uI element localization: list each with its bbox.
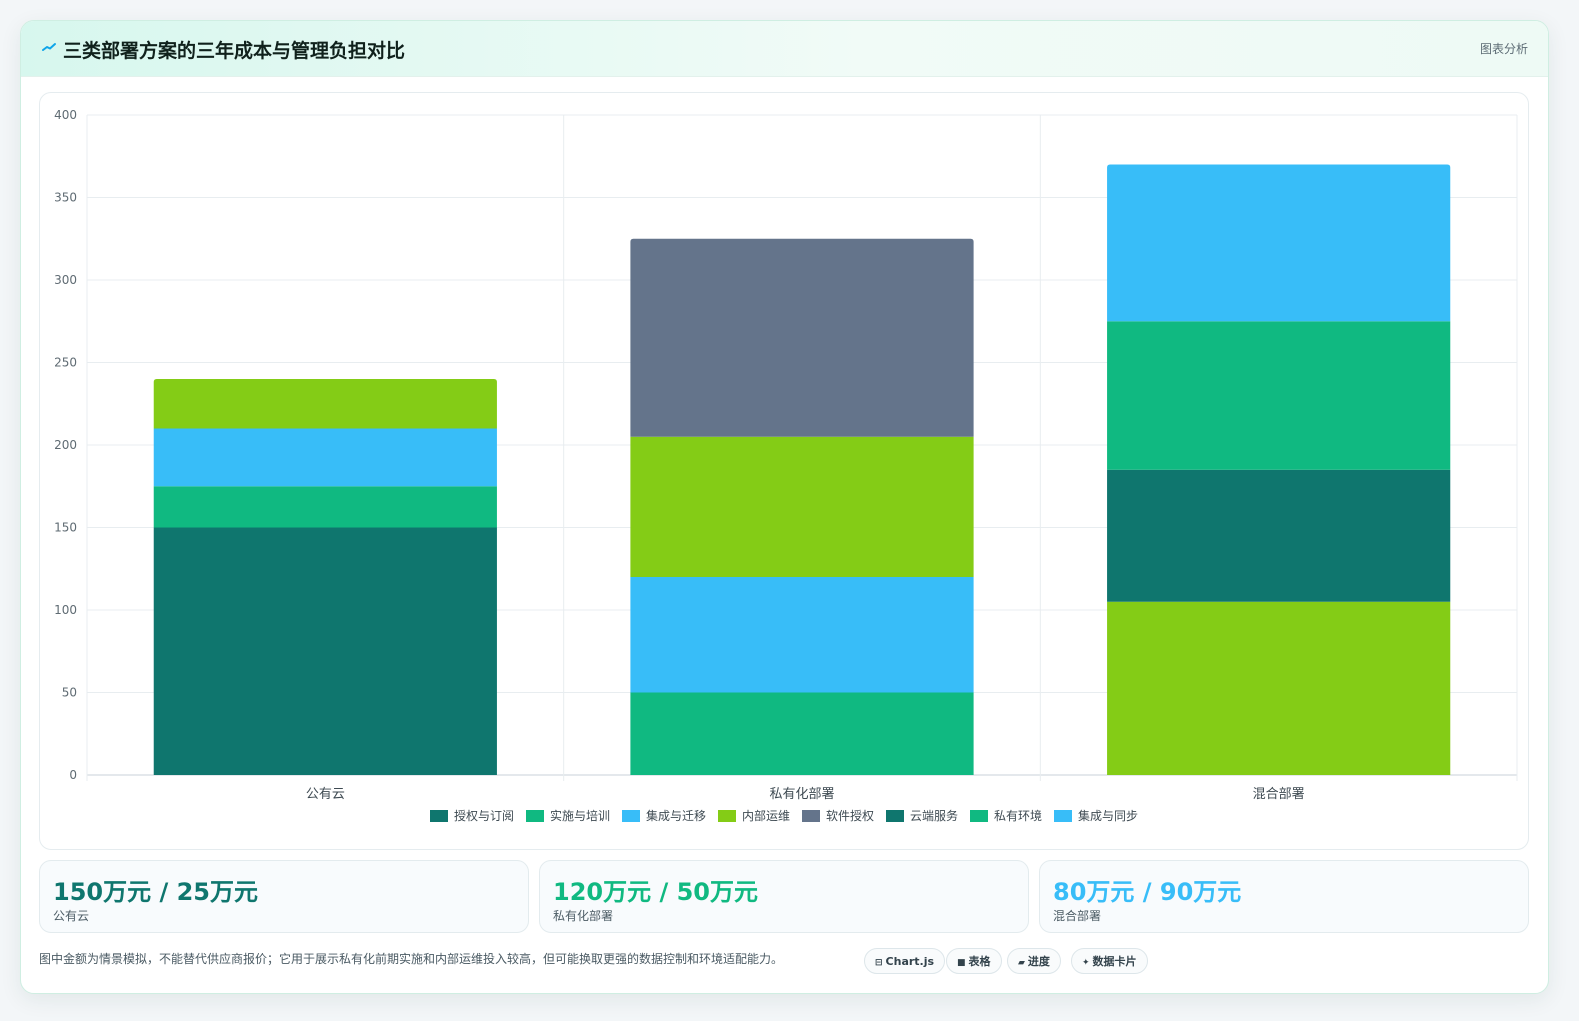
kpi-label: 公有云 xyxy=(53,909,90,923)
bar-segment xyxy=(630,436,974,577)
y-tick-label: 0 xyxy=(69,768,77,782)
tag-progress[interactable]: ▰ 进度 xyxy=(1007,948,1061,974)
kpi-value: 120万元 / 50万元 xyxy=(553,878,758,906)
legend-label: 内部运维 xyxy=(742,808,790,823)
tag-table[interactable]: ■ 表格 xyxy=(946,948,1002,974)
legend-swatch xyxy=(802,810,820,822)
card-header: 三类部署方案的三年成本与管理负担对比 图表分析 xyxy=(21,21,1548,77)
chart-analysis-label: 图表分析 xyxy=(1479,42,1528,56)
x-tick-label: 混合部署 xyxy=(1253,787,1305,802)
y-tick-label: 400 xyxy=(54,108,77,122)
legend-swatch xyxy=(886,810,904,822)
bar-segment xyxy=(1107,601,1451,775)
chart-panel: 0 50 100 150 200 250 300 350 400 公有云 私有化部署 混合部署授权与订… xyxy=(39,92,1529,850)
x-tick-label: 私有化部署 xyxy=(769,787,834,802)
legend-label: 软件授权 xyxy=(826,808,874,823)
progress-icon: ▰ xyxy=(1018,958,1025,968)
legend-swatch xyxy=(718,810,736,822)
tag-chartjs[interactable]: ⊟ Chart.js xyxy=(864,948,946,974)
legend-label: 私有环境 xyxy=(994,808,1042,823)
y-tick-label: 150 xyxy=(54,521,77,535)
legend-label: 集成与同步 xyxy=(1078,808,1138,823)
tag-data-card[interactable]: ✦ 数据卡片 xyxy=(1071,948,1148,974)
bar-segment xyxy=(153,428,497,487)
bar-segment xyxy=(1107,164,1451,322)
footnote: 图中金额为情景模拟，不能替代供应商报价；它用于展示私有化前期实施和内部运维投入较… xyxy=(39,952,784,966)
kpi-value: 80万元 / 90万元 xyxy=(1053,878,1242,906)
bar-segment xyxy=(1107,469,1451,602)
kpi-card-public-cloud: 150万元 / 25万元 公有云 xyxy=(39,860,529,933)
tag-label: 数据卡片 xyxy=(1092,955,1137,968)
page-title: 三类部署方案的三年成本与管理负担对比 xyxy=(63,40,406,62)
bar-segment xyxy=(1107,321,1451,470)
kpi-value: 150万元 / 25万元 xyxy=(53,878,258,906)
y-tick-label: 300 xyxy=(54,273,77,287)
kpi-card-hybrid: 80万元 / 90万元 混合部署 xyxy=(1039,860,1529,933)
bar-segment xyxy=(630,238,974,437)
stacked-bar-chart: 0 50 100 150 200 250 300 350 400 公有云 私有化部署 混合部署授权与订… xyxy=(54,108,1518,823)
y-tick-label: 50 xyxy=(62,686,77,700)
kpi-label: 混合部署 xyxy=(1053,909,1102,923)
bar-segment xyxy=(153,486,497,528)
tag-label: 表格 xyxy=(968,955,991,968)
legend-label: 授权与订阅 xyxy=(454,808,514,823)
y-tick-label: 200 xyxy=(54,438,77,452)
y-tick-label: 100 xyxy=(54,603,77,617)
table-icon: ■ xyxy=(957,958,966,968)
bar-segment xyxy=(153,527,497,775)
tag-label: Chart.js xyxy=(885,955,935,968)
y-tick-label: 350 xyxy=(54,191,77,205)
chart-line-icon xyxy=(42,43,56,51)
legend-label: 实施与培训 xyxy=(550,808,610,823)
legend-swatch xyxy=(526,810,544,822)
chart-card: 三类部署方案的三年成本与管理负担对比 图表分析 0 50 100 150 200 250 3… xyxy=(20,20,1549,994)
legend-swatch xyxy=(1054,810,1072,822)
bar-segment xyxy=(630,692,974,775)
legend-swatch xyxy=(970,810,988,822)
kpi-label: 私有化部署 xyxy=(553,909,614,923)
sparkle-icon: ✦ xyxy=(1082,958,1090,968)
tag-label: 进度 xyxy=(1027,955,1050,968)
bar-segment xyxy=(630,577,974,693)
legend-swatch xyxy=(430,810,448,822)
chart-icon: ⊟ xyxy=(875,958,883,968)
y-tick-label: 250 xyxy=(54,356,77,370)
x-tick-label: 公有云 xyxy=(306,787,345,802)
legend-label: 云端服务 xyxy=(910,808,958,823)
legend-label: 集成与迁移 xyxy=(646,808,706,823)
kpi-card-private: 120万元 / 50万元 私有化部署 xyxy=(539,860,1029,933)
bar-segment xyxy=(153,379,497,429)
legend-swatch xyxy=(622,810,640,822)
